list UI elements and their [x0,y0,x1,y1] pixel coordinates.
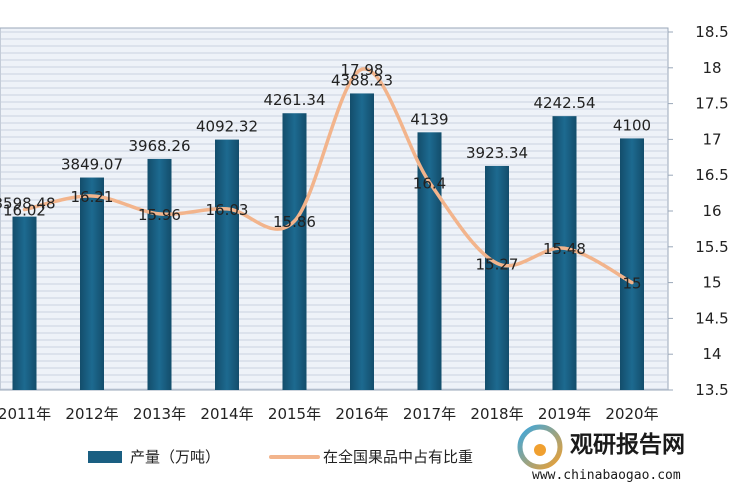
bar [620,138,644,390]
bars [12,93,644,391]
y2-tick-label: 14.5 [695,309,728,327]
line-value-label: 16.03 [206,201,249,219]
y2-tick-label: 15 [702,274,721,292]
line-value-label: 15.27 [476,255,519,273]
x-tick-label: 2013年 [133,405,186,423]
legend-bar-label: 产量（万吨） [130,448,220,466]
watermark-url: www.chinabaogao.com [532,468,681,483]
y2-tick-label: 13.5 [695,381,728,399]
x-tick-label: 2020年 [605,405,658,423]
x-tick-label: 2014年 [200,405,253,423]
bar [215,139,239,390]
bar-labels: 3598.48 3849.07 3968.26 4092.32 4261.34 4388.… [0,71,651,212]
line-labels: 16.02 16.21 15.96 16.03 15.86 17.98 16.4 15.27 1… [3,61,642,292]
bar-value-label: 3968.26 [128,137,190,155]
line-value-label: 17.98 [341,61,384,79]
bar [12,216,37,390]
y2-tick-label: 16.5 [695,166,728,184]
bar-value-label: 4242.54 [533,94,595,112]
bar-value-label: 4261.34 [263,91,325,109]
bar [485,165,509,390]
legend-bar-swatch [88,451,122,463]
y2-tick-label: 16 [702,202,721,220]
x-tick-label: 2016年 [335,405,388,423]
bar-value-label: 4092.32 [196,118,258,136]
x-tick-label: 2019年 [538,405,591,423]
x-tick-label: 2015年 [268,405,321,423]
bar-value-label: 4139 [410,110,448,128]
x-tick-label: 2012年 [65,405,118,423]
x-tick-label: 2018年 [470,405,523,423]
bar-value-label: 4100 [613,116,651,134]
legend: 产量（万吨） 在全国果品中占有比重 [88,448,473,466]
watermark-logo-icon [517,424,563,470]
y2-tick-label: 15.5 [695,238,728,256]
y2-tick-label: 18.5 [695,23,728,41]
line-value-label: 15.48 [543,240,586,258]
share-line [22,67,634,285]
y2-axis-ticks: 13.5 14 14.5 15 15.5 16 16.5 17 17.5 18 18.5 [668,23,729,399]
watermark-brand: 观研报告网 [570,432,685,458]
line-value-label: 16.4 [413,174,446,192]
bar-value-label: 3598.48 [0,195,56,213]
y2-tick-label: 17.5 [695,95,728,113]
bar [147,158,172,390]
line-value-label: 15 [622,275,641,293]
legend-line-label: 在全国果品中占有比重 [323,448,473,466]
bar [80,177,104,390]
bar [350,93,374,390]
line-value-label: 15.96 [138,206,181,224]
bar-value-label: 3849.07 [61,156,123,174]
bar [552,116,577,390]
watermark: 观研报告网 www.chinabaogao.com [517,424,685,483]
line-value-label: 15.86 [273,213,316,231]
bar [417,132,442,391]
line-value-label: 16.21 [71,188,114,206]
bar-value-label: 4388.23 [331,71,393,89]
x-tick-label: 2011年 [0,405,51,423]
y2-tick-label: 14 [702,345,721,363]
bar [282,113,307,390]
x-axis-ticks: 2011年 2012年 2013年 2014年 2015年 2016年 2017年 2018年… [0,405,659,423]
bar-value-label: 3923.34 [466,144,528,162]
x-tick-label: 2017年 [403,405,456,423]
y2-tick-label: 17 [702,130,721,148]
line-value-label: 16.02 [3,202,46,220]
y2-tick-label: 18 [702,59,721,77]
